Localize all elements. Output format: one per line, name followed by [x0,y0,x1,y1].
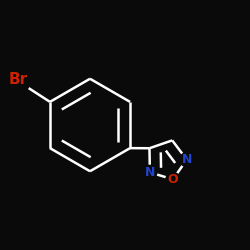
Text: N: N [182,153,192,166]
Text: O: O [168,173,178,186]
Circle shape [143,165,157,179]
Text: Br: Br [9,72,28,87]
Text: N: N [145,166,155,179]
Circle shape [180,153,194,167]
Circle shape [166,172,180,186]
